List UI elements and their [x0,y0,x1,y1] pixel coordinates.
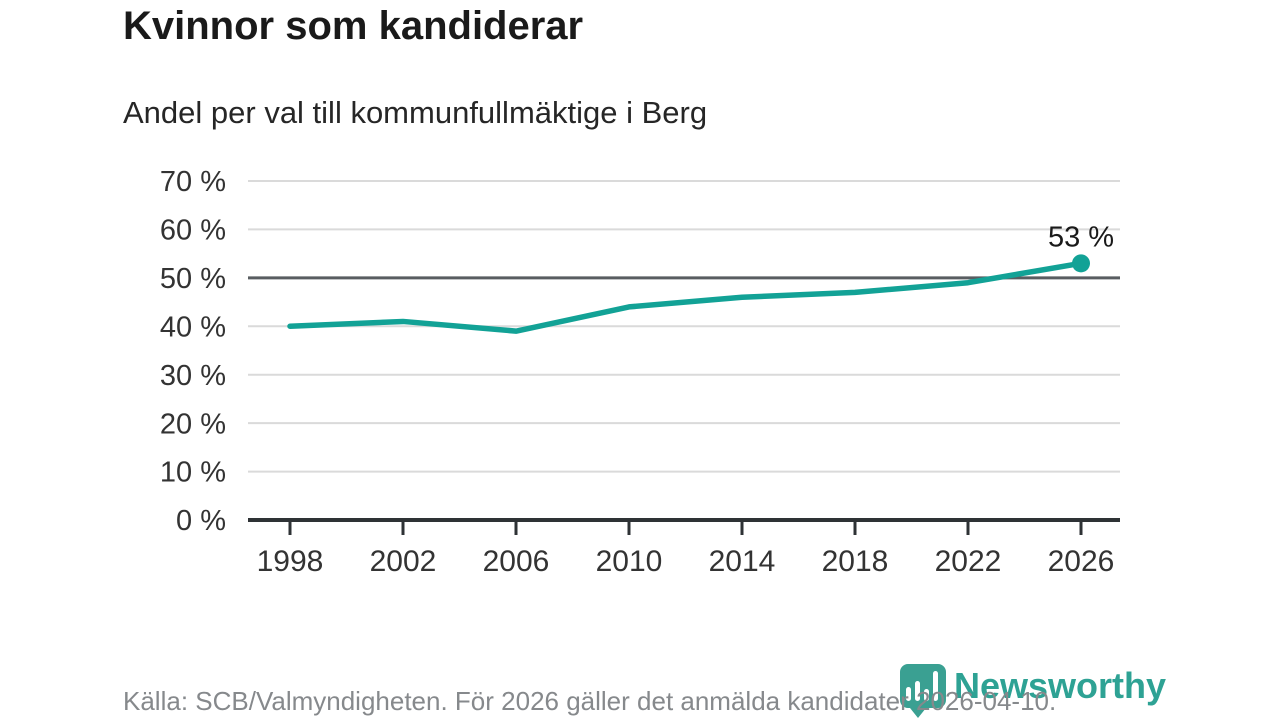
x-axis-tick-label: 1998 [257,545,324,578]
x-axis-tick-label: 2014 [709,545,776,578]
x-axis-tick-label: 2026 [1048,545,1115,578]
end-point-label: 53 % [1048,221,1114,253]
y-axis-tick-label: 60 % [160,215,226,247]
y-axis-tick-label: 30 % [160,360,226,392]
y-axis-tick-label: 50 % [160,263,226,295]
newsworthy-logo: Newsworthy [896,662,1166,720]
end-point-marker [1072,254,1090,273]
x-axis-tick-label: 2018 [822,545,889,578]
chart-subtitle: Andel per val till kommunfullmäktige i B… [123,95,708,130]
line-chart: 0 % 10 % 20 % 30 % 40 % 50 % 60 % 70 % 1998 2002 2… [160,166,1120,578]
data-line [287,260,1084,334]
x-axis-tick-label: 2022 [935,545,1002,578]
newsworthy-wordmark: Newsworthy [954,665,1167,706]
x-axis-tick-label: 2006 [483,545,550,578]
y-axis-tick-label: 70 % [160,166,226,198]
bar-chart-speech-bubble-icon [900,664,946,718]
source-note: Källa: SCB/Valmyndigheten. För 2026 gäll… [123,686,1057,716]
x-axis-tick-label: 2002 [370,545,437,578]
y-axis-tick-label: 20 % [160,408,226,440]
x-axis-tick-label: 2010 [596,545,663,578]
chart-title: Kvinnor som kandiderar [123,4,584,48]
y-axis-tick-label: 10 % [160,457,226,489]
y-axis-tick-label: 40 % [160,311,226,343]
y-axis-tick-label: 0 % [176,505,226,537]
